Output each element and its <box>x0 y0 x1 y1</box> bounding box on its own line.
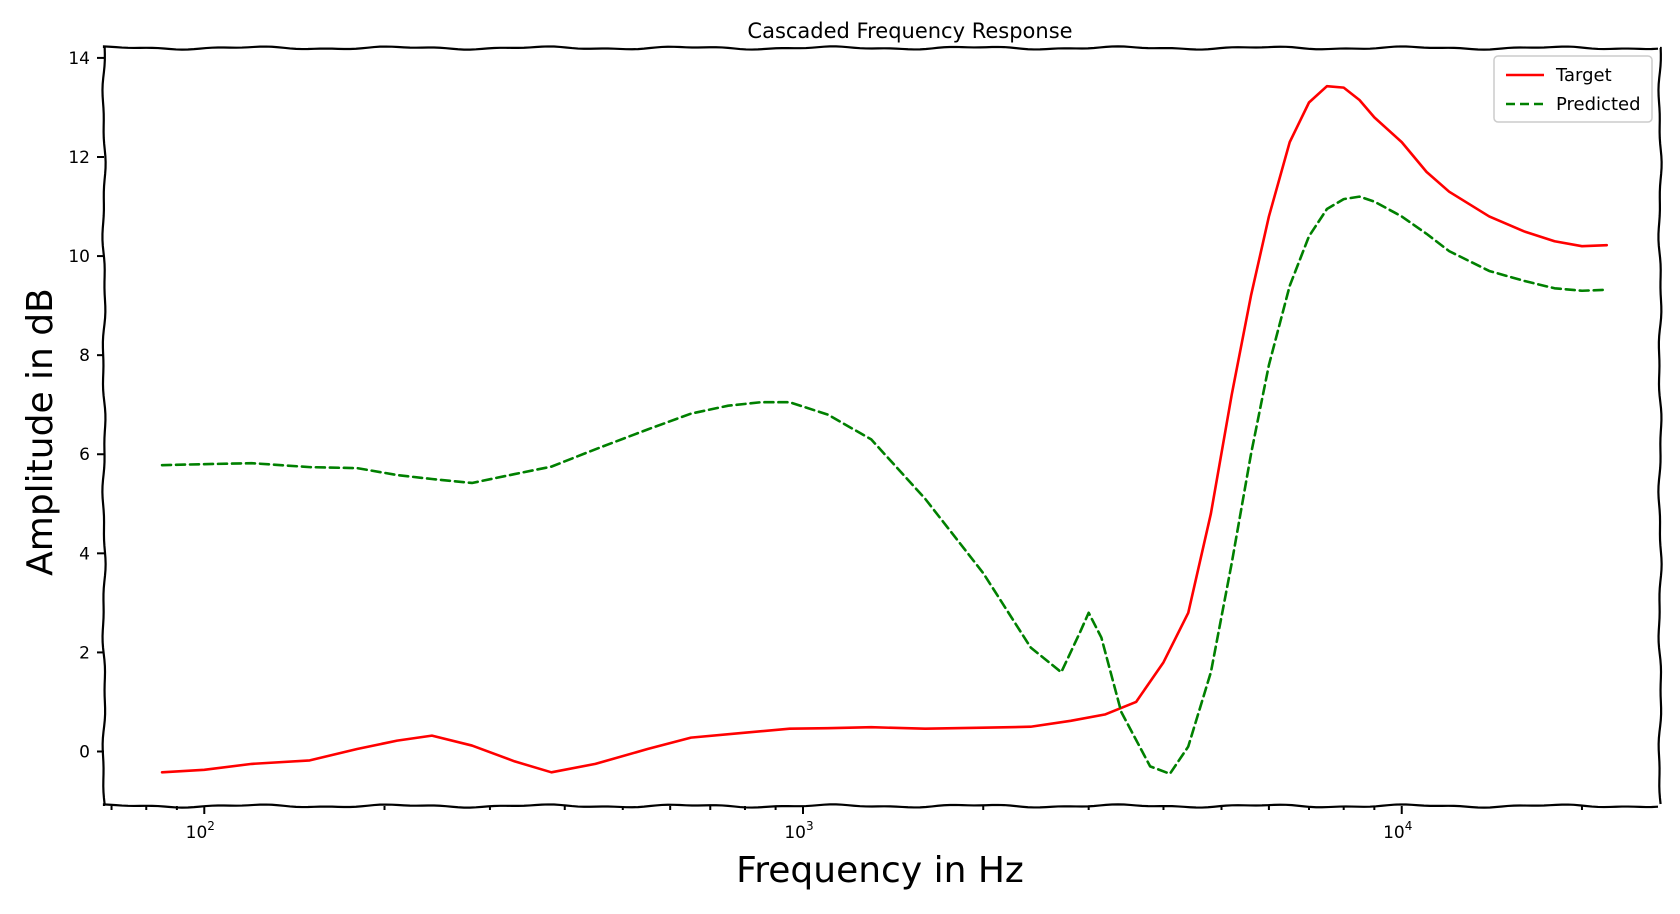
legend-entry-target: Target <box>1555 65 1612 86</box>
plot-area <box>101 45 1663 809</box>
frame-left <box>101 46 107 805</box>
y-tick-label: 10 <box>68 247 90 267</box>
legend-box <box>1493 55 1653 123</box>
x-axis: 102 103 104 <box>110 806 1583 843</box>
y-tick-label: 8 <box>79 346 90 366</box>
y-tick-label: 4 <box>79 544 90 564</box>
legend: Target Predicted <box>1493 55 1653 123</box>
series-line-target <box>160 84 1609 774</box>
y-tick-label: 14 <box>68 49 90 69</box>
x-tick-label: 102 <box>186 819 215 843</box>
y-axis-label: Amplitude in dB <box>20 288 61 576</box>
frame-top <box>102 45 1659 51</box>
x-axis-label: Frequency in Hz <box>736 850 1024 891</box>
x-tick-label: 104 <box>1383 819 1412 843</box>
frame-bottom <box>102 803 1659 809</box>
y-axis: 0 2 4 6 8 10 12 14 <box>68 49 104 763</box>
frame-right <box>1657 46 1663 805</box>
x-tick-label: 103 <box>784 819 813 843</box>
chart-title: Cascaded Frequency Response <box>747 19 1072 43</box>
legend-entry-predicted: Predicted <box>1556 94 1641 115</box>
y-tick-label: 12 <box>68 148 90 168</box>
y-tick-label: 2 <box>79 643 90 663</box>
y-tick-label: 6 <box>79 445 90 465</box>
y-tick-label: 0 <box>79 743 90 763</box>
series-line-predicted <box>160 195 1609 776</box>
